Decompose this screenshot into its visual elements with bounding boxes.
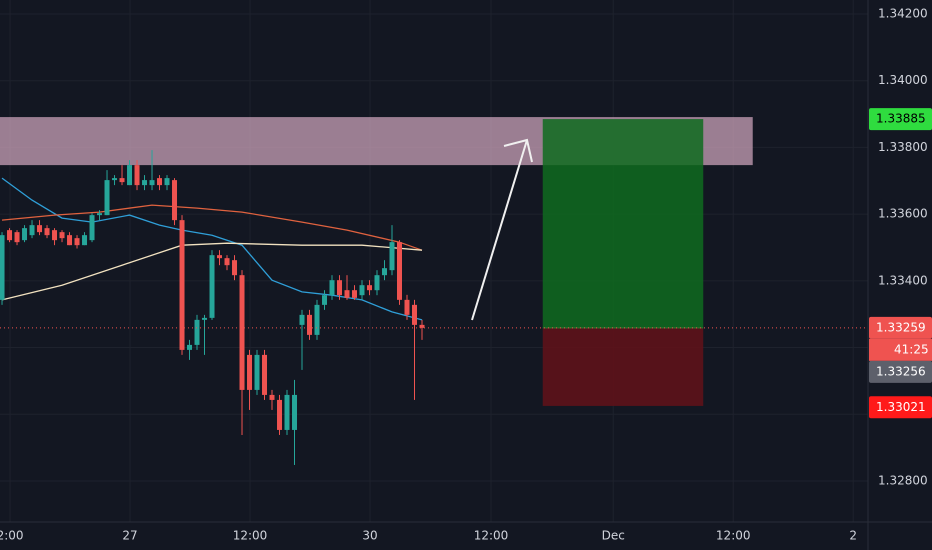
candle-body (37, 225, 43, 233)
candle-body (74, 238, 80, 246)
candle-body (359, 285, 365, 296)
moving-average (1, 177, 423, 321)
candle-body (404, 299, 410, 315)
price-badge (869, 396, 932, 419)
arrow (471, 139, 528, 321)
candle-body (254, 354, 260, 390)
candle-body (0, 235, 5, 300)
countdown-label: 41:25 (894, 342, 929, 356)
candle-body (314, 304, 320, 335)
x-tick-label: 27 (122, 529, 137, 543)
x-tick-label: 12:00 (474, 529, 509, 543)
candle-body (269, 394, 275, 400)
y-tick-label: 1.34000 (878, 73, 928, 87)
price-badge (869, 316, 932, 339)
candle-body (299, 314, 305, 325)
candle-body (44, 228, 50, 236)
candle-body (172, 180, 178, 221)
price-badge (869, 360, 932, 383)
price-badge-label: 1.33885 (876, 112, 926, 126)
candle-body (187, 344, 193, 350)
candle-body (209, 255, 215, 318)
candle-body (367, 285, 373, 291)
candle-body (374, 275, 380, 291)
candle-body (307, 314, 313, 335)
candle-body (382, 268, 388, 276)
candle-body (284, 394, 290, 430)
candle-body (52, 230, 58, 241)
x-tick-label: 12:00 (716, 529, 751, 543)
candle-body (337, 280, 343, 296)
candle-body (389, 242, 395, 271)
candle-body (277, 399, 283, 430)
x-tick-label: 12:00 (233, 529, 268, 543)
y-tick-label: 1.33600 (878, 207, 928, 221)
y-tick-label: 1.32800 (878, 473, 928, 487)
candle-body (292, 394, 298, 430)
moving-average (1, 204, 423, 251)
candle-body (7, 230, 13, 241)
loss-zone (542, 327, 704, 406)
candle-body (104, 180, 110, 216)
candle-body (164, 178, 170, 186)
zones (0, 117, 753, 406)
candle-body (134, 165, 140, 186)
candle-body (419, 324, 425, 328)
x-tick-label: 30 (362, 529, 377, 543)
candle-body (67, 235, 73, 246)
candle-body (82, 235, 88, 246)
candle-body (119, 178, 125, 183)
candle-body (247, 354, 253, 390)
profit-zone (542, 119, 704, 328)
candle-body (142, 180, 148, 186)
candle-body (14, 232, 20, 243)
price-badge-label: 1.33021 (876, 400, 926, 414)
candle-body (194, 319, 200, 345)
arrow-head (503, 138, 533, 163)
candle-body (97, 213, 103, 216)
candle-body (22, 228, 28, 241)
candle-body (89, 215, 95, 241)
candle-body (217, 255, 223, 259)
candle-body (179, 220, 185, 350)
candle-body (239, 275, 245, 390)
price-badge-label: 1.33259 (876, 320, 926, 334)
candle-body (112, 178, 118, 181)
countdown-badge (869, 338, 932, 361)
candle-body (329, 280, 335, 296)
candle-body (412, 304, 418, 325)
moving-average (1, 242, 423, 301)
x-tick-label: Dec (602, 529, 625, 543)
candle-body (202, 317, 208, 320)
candle-body (352, 290, 358, 298)
price-badge-label: 1.33256 (876, 364, 926, 378)
y-tick-label: 1.33400 (878, 273, 928, 287)
candle-body (322, 295, 328, 305)
candle-body (127, 165, 133, 186)
candle-body (262, 354, 268, 395)
candle-body (397, 242, 403, 300)
candle-body (232, 260, 238, 276)
candle-body (344, 290, 350, 298)
plot (0, 150, 868, 465)
x-tick-label: 2 (849, 529, 857, 543)
x-tick-label: 2:00 (0, 529, 24, 543)
axes: 1.328001.330001.332001.334001.336001.338… (0, 7, 932, 543)
candle-body (59, 232, 65, 239)
candle-body (157, 178, 163, 186)
candle-body (224, 258, 230, 266)
candle-body (29, 225, 35, 236)
y-tick-label: 1.33800 (878, 140, 928, 154)
y-tick-label: 1.34200 (878, 7, 928, 21)
price-badge (869, 108, 932, 131)
candle-body (149, 180, 155, 186)
